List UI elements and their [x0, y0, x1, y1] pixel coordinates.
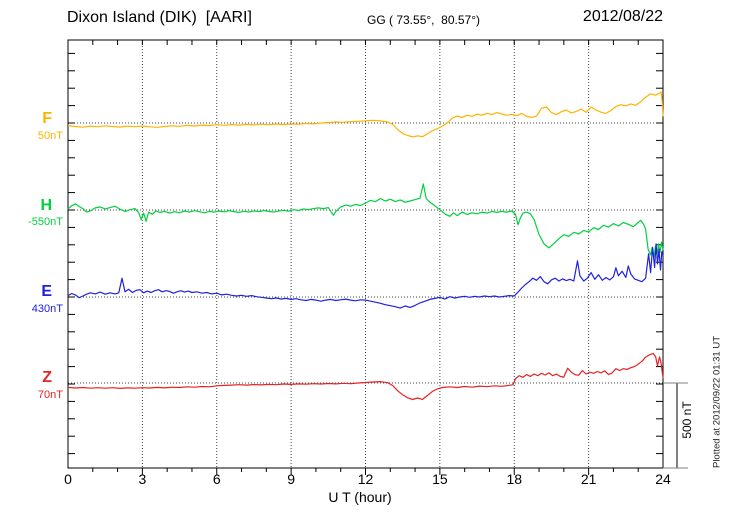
- series-baseline-label-E: 430nT: [31, 303, 63, 315]
- series-Z-line: [67, 352, 664, 401]
- x-tick-label-15: 15: [432, 471, 448, 487]
- plotted-at-label: Plotted at 2012/09/22 01:31 UT: [711, 335, 723, 469]
- page-title: Dixon Island (DIK) [AARI]: [67, 9, 252, 26]
- x-tick-label-0: 0: [64, 471, 72, 487]
- x-axis-title: U T (hour): [328, 489, 392, 505]
- date-label: 2012/08/22: [582, 8, 663, 25]
- x-tick-label-24: 24: [655, 471, 671, 487]
- x-tick-label-3: 3: [138, 471, 147, 487]
- series-label-H: H: [40, 197, 52, 214]
- x-tick-label-9: 9: [287, 471, 296, 487]
- series-label-E: E: [41, 283, 52, 300]
- series-label-Z: Z: [42, 369, 52, 386]
- x-tick-label-18: 18: [506, 471, 523, 487]
- series-baseline-label-Z: 70nT: [37, 389, 63, 401]
- series-baseline-label-F: 50nT: [37, 130, 63, 142]
- gg-coordinates: GG ( 73.55°, 80.57°): [367, 13, 480, 27]
- series-label-F: F: [42, 110, 52, 127]
- scale-bar-label: 500 nT: [680, 401, 694, 439]
- series-F-line: [67, 91, 664, 138]
- x-tick-label-21: 21: [580, 471, 597, 487]
- series-E-line: [67, 243, 664, 309]
- series-baseline-label-H: -550nT: [28, 216, 63, 228]
- series-H-line: [67, 183, 664, 258]
- x-tick-label-6: 6: [212, 471, 221, 487]
- x-tick-label-12: 12: [357, 471, 374, 487]
